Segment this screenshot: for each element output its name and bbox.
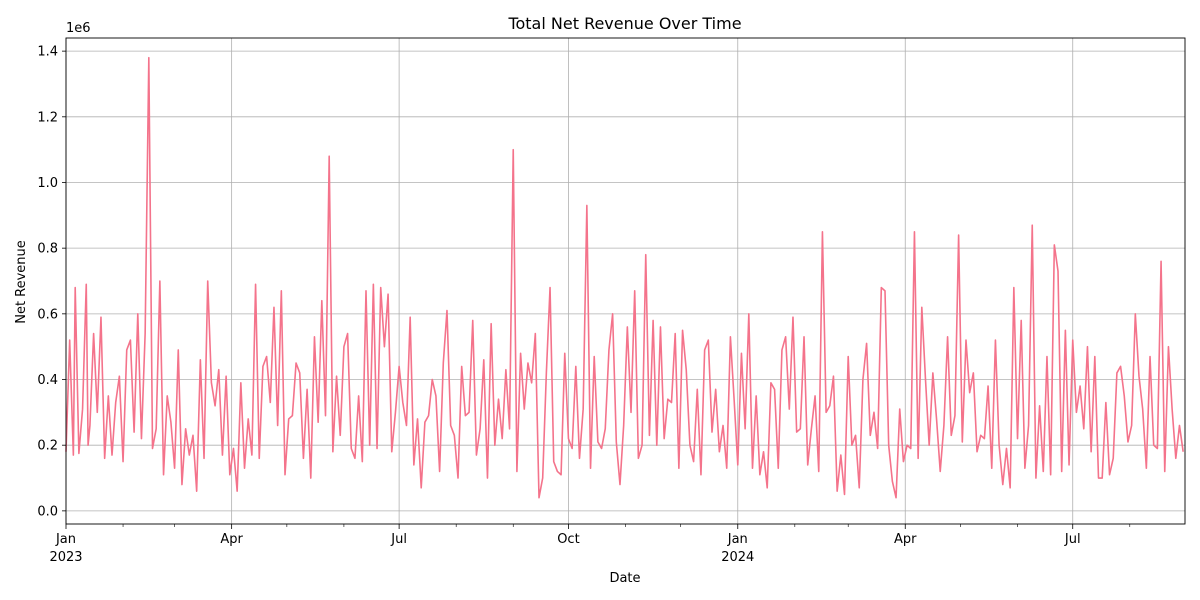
x-tick-label: Jul xyxy=(1064,532,1081,547)
x-tick-sublabel: 2024 xyxy=(721,550,754,565)
y-offset-text: 1e6 xyxy=(66,21,91,36)
y-tick-label: 0.2 xyxy=(37,439,58,454)
series-line xyxy=(65,56,1184,499)
x-tick-label: Jan xyxy=(55,532,76,547)
series-group xyxy=(65,56,1184,499)
x-tick-label: Apr xyxy=(894,532,917,547)
x-axis-label: Date xyxy=(609,571,640,586)
chart-title: Total Net Revenue Over Time xyxy=(507,14,741,33)
y-tick-label: 0.0 xyxy=(37,504,58,519)
y-axis-label: Net Revenue xyxy=(14,240,29,324)
x-tick-label: Jul xyxy=(390,532,407,547)
y-tick-label: 0.6 xyxy=(37,307,58,322)
x-tick-label: Jan xyxy=(727,532,748,547)
y-tick-label: 1.2 xyxy=(37,110,58,125)
plot-frame xyxy=(65,37,1186,525)
axes: 0.0 0.2 0.4 0.6 0.8 1.0 1.2 1.4 Jan 2023 Apr Jul Oct… xyxy=(37,37,1186,565)
x-tick-label: Oct xyxy=(557,532,579,547)
y-tick-label: 0.4 xyxy=(37,373,58,388)
y-tick-label: 0.8 xyxy=(37,242,58,257)
x-tick-sublabel: 2023 xyxy=(49,550,82,565)
x-tick-label: Apr xyxy=(220,532,243,547)
y-tick-label: 1.0 xyxy=(37,176,58,191)
y-tick-label: 1.4 xyxy=(37,45,58,60)
grid-lines xyxy=(65,38,1185,524)
